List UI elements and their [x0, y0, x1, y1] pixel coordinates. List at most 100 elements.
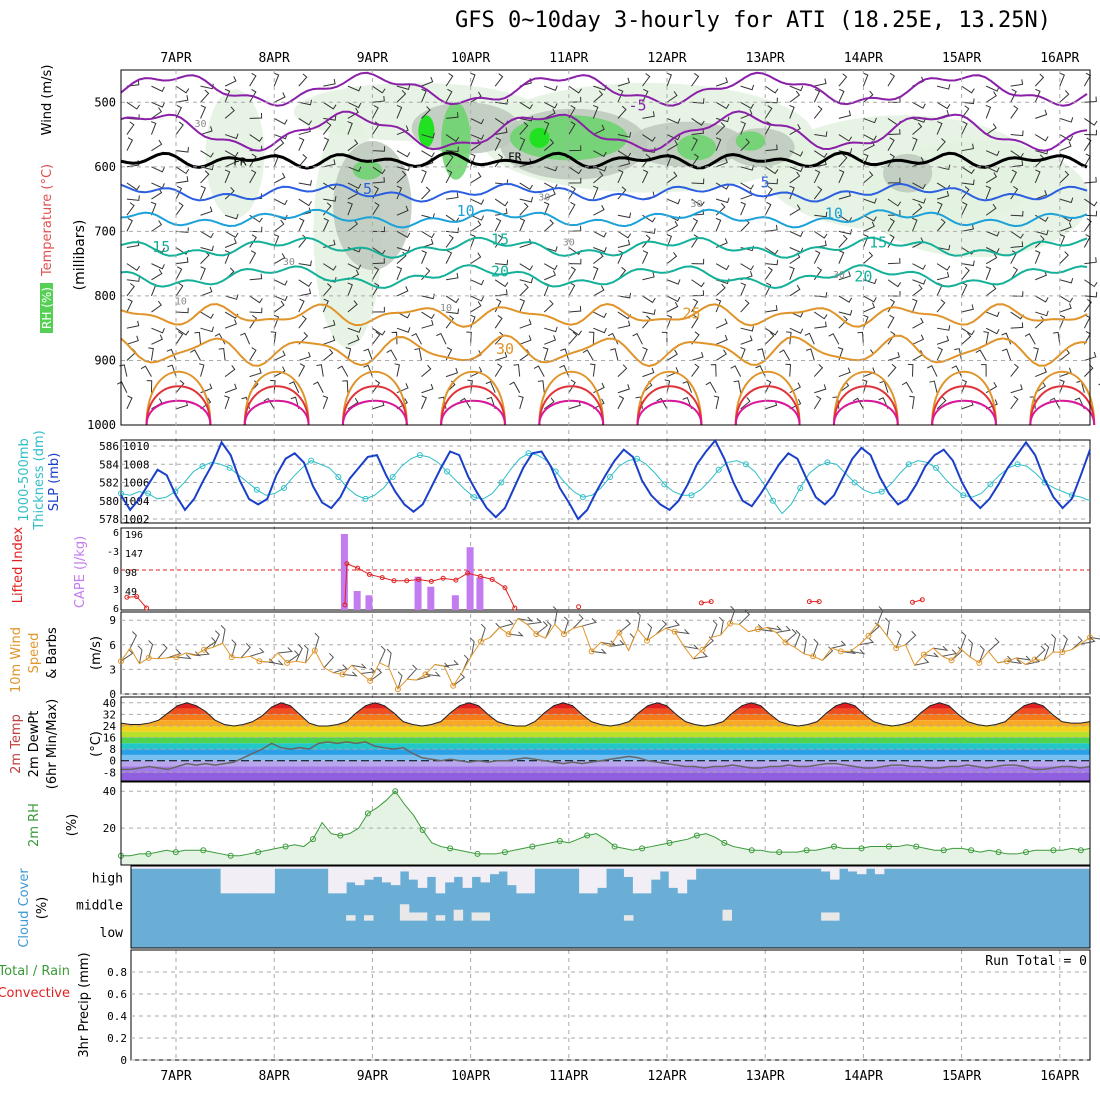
wind-barb — [249, 112, 263, 119]
wind-barb — [691, 98, 705, 104]
wind-barb — [544, 189, 556, 200]
wind-barb — [568, 177, 582, 184]
cloud-high-gap — [283, 866, 293, 869]
wind-barb-10m — [884, 617, 890, 636]
cloud-high-gap — [812, 866, 822, 869]
cloud-high-gap — [659, 866, 670, 872]
wind-barb — [519, 283, 529, 297]
cape-bar — [427, 586, 435, 610]
wind-barb-10m — [1043, 642, 1050, 661]
cloud-high-gap — [1036, 866, 1046, 869]
wind-barb — [175, 104, 183, 119]
wind-barb — [936, 101, 951, 110]
wind-barb — [126, 121, 135, 135]
wind-barb — [224, 395, 230, 410]
wind-barb — [936, 244, 951, 251]
wind-barb — [298, 137, 305, 151]
wind-barb — [175, 147, 189, 153]
wind-speed-line-point — [339, 671, 346, 678]
wind-barb — [421, 238, 434, 248]
wind-barb — [1059, 90, 1070, 103]
wind-barb — [323, 182, 337, 191]
thickness-tick: 582 — [99, 477, 119, 490]
wind-barb — [691, 363, 700, 377]
wind-barb — [568, 105, 576, 119]
wind-barb-10m — [1034, 645, 1046, 660]
wind-speed-line-point — [201, 646, 208, 653]
wind-barb — [691, 331, 700, 345]
rh-legend-swatch — [40, 283, 53, 333]
cloud-high-gap — [462, 866, 473, 888]
rh-line — [121, 790, 1091, 857]
wind-barb — [519, 196, 534, 203]
wind-barb — [985, 123, 997, 135]
wind-barb — [273, 253, 286, 265]
wind-barb — [863, 251, 874, 265]
cloud-high-gap — [901, 866, 912, 869]
wind-barb — [1034, 88, 1041, 103]
wind-barb — [961, 186, 970, 200]
wind-barb — [764, 201, 772, 216]
wind-barb — [313, 381, 324, 393]
wind-barb — [715, 122, 726, 135]
rh-line-point — [584, 832, 591, 839]
wind-barb — [151, 166, 165, 173]
wind-barb — [323, 101, 337, 110]
wind-barb — [1010, 105, 1019, 119]
wind-speed-line-point — [450, 682, 457, 689]
cloud-mid — [435, 915, 446, 921]
wind-barb — [929, 380, 938, 393]
wind-barb — [682, 380, 693, 393]
wind-barb — [838, 250, 845, 264]
wind-barb — [249, 307, 263, 314]
wind-barb — [838, 234, 848, 248]
wind-barb-10m — [157, 643, 168, 660]
x-tick-label-bottom: 15APR — [942, 1069, 981, 1084]
thickness-line-point — [471, 494, 478, 501]
slp-tick: 1002 — [123, 513, 150, 526]
wind-barb — [298, 180, 312, 186]
wind-barb — [1034, 381, 1047, 394]
rh-shading — [205, 89, 265, 219]
wind-barb — [175, 166, 190, 175]
surface-isotherm — [734, 370, 801, 426]
wind-barb — [887, 137, 895, 151]
cloud-high-gap — [597, 866, 607, 888]
wind-barb — [789, 166, 804, 173]
wind-barb — [936, 138, 946, 152]
temp-tick: 16 — [103, 732, 116, 745]
wind-barb — [421, 150, 435, 158]
rh-label: 30 — [538, 192, 550, 203]
wind-speed-line-point — [616, 629, 623, 636]
wind-barb — [961, 327, 975, 336]
rh-shading — [735, 131, 766, 151]
wind-barb — [985, 230, 1000, 237]
wind-barb — [494, 137, 502, 151]
rh-line-point — [529, 843, 536, 850]
wind-barb — [372, 258, 385, 265]
wind-barb — [298, 279, 312, 288]
wind-barb — [1083, 218, 1092, 232]
wind-barb — [887, 153, 895, 168]
temp-tick: 8 — [109, 743, 116, 756]
wind-barb-10m — [240, 642, 251, 659]
wind-barb — [1034, 134, 1049, 142]
thickness-line-point — [416, 452, 423, 459]
wind-barb — [470, 252, 482, 265]
wind-barb — [568, 85, 582, 94]
wind-barb — [985, 85, 1000, 92]
wind-barb — [568, 266, 577, 281]
wind-barb-10m — [314, 632, 320, 651]
wind-barb — [544, 263, 558, 271]
wind-barb — [273, 72, 280, 87]
cloud-high-gap — [865, 866, 876, 869]
wind-barb — [470, 214, 485, 221]
wind-barb — [224, 294, 239, 300]
panel-rh — [120, 781, 1091, 866]
wind-barb — [347, 397, 359, 410]
x-tick-label-bottom: 8APR — [259, 1069, 290, 1084]
temp-band — [121, 766, 1090, 773]
cloud-high-gap — [346, 866, 356, 883]
wind-barb-10m — [351, 663, 367, 669]
li-point — [355, 565, 361, 571]
